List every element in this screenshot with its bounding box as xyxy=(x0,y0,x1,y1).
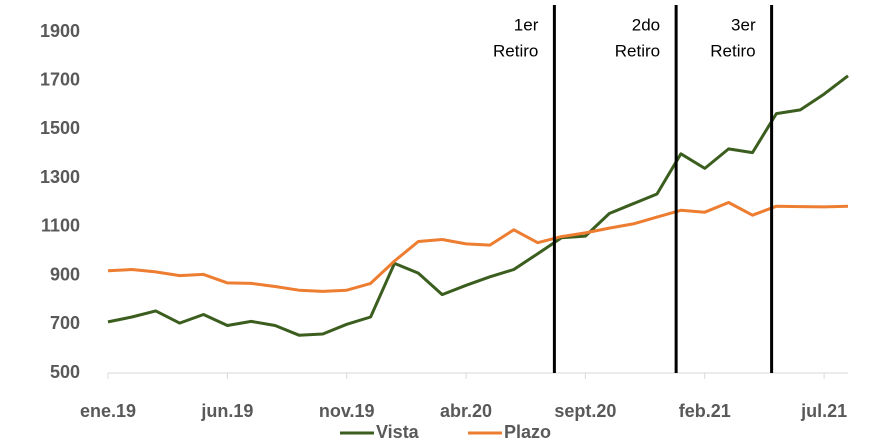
x-tick-label: jul.21 xyxy=(800,401,847,421)
event-label: 2do xyxy=(632,15,660,34)
x-tick-label: abr.20 xyxy=(440,401,492,421)
y-tick-label: 1100 xyxy=(41,216,80,236)
x-tick-label: ene.19 xyxy=(80,401,136,421)
event-label: 1er xyxy=(514,15,539,34)
event-label: Retiro xyxy=(493,41,538,60)
event-label: Retiro xyxy=(710,41,755,60)
x-tick-label: jun.19 xyxy=(200,401,253,421)
y-tick-label: 1500 xyxy=(40,118,80,138)
y-tick-label: 500 xyxy=(50,362,80,382)
y-tick-label: 1900 xyxy=(40,21,80,41)
legend-label: Vista xyxy=(376,422,420,442)
event-label: Retiro xyxy=(615,41,660,60)
event-label: 3er xyxy=(731,15,756,34)
y-tick-label: 1700 xyxy=(40,69,80,89)
series-line xyxy=(107,201,849,293)
x-tick-label: sept.20 xyxy=(554,401,616,421)
y-tick-label: 700 xyxy=(50,313,80,333)
series-line xyxy=(107,74,849,337)
legend-label: Plazo xyxy=(504,422,551,442)
x-tick-label: feb.21 xyxy=(679,401,731,421)
x-tick-label: nov.19 xyxy=(319,401,375,421)
y-tick-label: 1300 xyxy=(40,167,80,187)
y-tick-label: 900 xyxy=(50,264,80,284)
